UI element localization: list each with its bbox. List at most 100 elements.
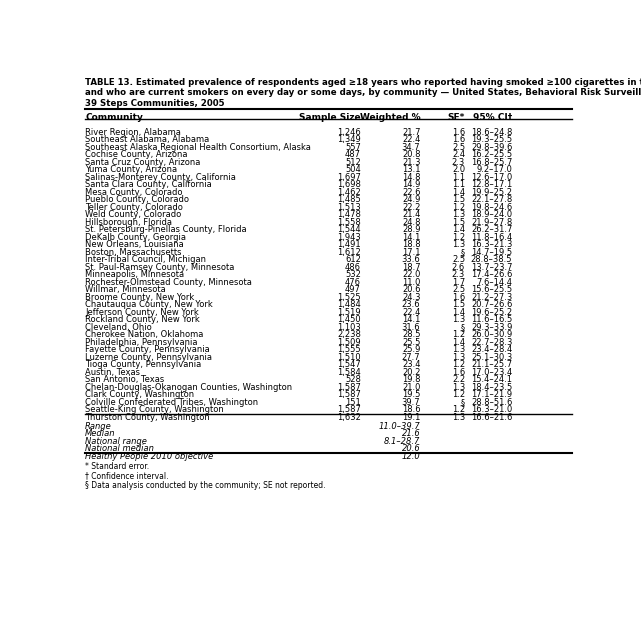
Text: 1.4: 1.4	[452, 187, 465, 197]
Text: 1,509: 1,509	[337, 338, 361, 347]
Text: 1.3: 1.3	[452, 383, 465, 392]
Text: 1,349: 1,349	[337, 135, 361, 144]
Text: 21.2–27.3: 21.2–27.3	[471, 292, 512, 302]
Text: 17.4–26.6: 17.4–26.6	[471, 270, 512, 279]
Text: 1.3: 1.3	[452, 315, 465, 324]
Text: 28.8–38.5: 28.8–38.5	[471, 255, 512, 264]
Text: 1.3: 1.3	[452, 353, 465, 362]
Text: 1.3: 1.3	[452, 345, 465, 354]
Text: 21.1–25.7: 21.1–25.7	[471, 360, 512, 369]
Text: 13.1: 13.1	[402, 165, 420, 174]
Text: §: §	[461, 398, 465, 407]
Text: 33.6: 33.6	[402, 255, 420, 264]
Text: Boston, Massachusetts: Boston, Massachusetts	[85, 248, 181, 257]
Text: 612: 612	[345, 255, 361, 264]
Text: Luzerne County, Pennsylvania: Luzerne County, Pennsylvania	[85, 353, 212, 362]
Text: 16.3–21.3: 16.3–21.3	[471, 240, 512, 249]
Text: 1.3: 1.3	[452, 210, 465, 219]
Text: 39.7: 39.7	[402, 398, 420, 407]
Text: 1.2: 1.2	[452, 203, 465, 211]
Text: 1.5: 1.5	[452, 195, 465, 204]
Text: 2,238: 2,238	[337, 330, 361, 339]
Text: §: §	[461, 248, 465, 257]
Text: 18.6: 18.6	[402, 405, 420, 415]
Text: 1.3: 1.3	[452, 413, 465, 422]
Text: 19.5: 19.5	[402, 390, 420, 399]
Text: 2.4: 2.4	[452, 150, 465, 159]
Text: 21.0: 21.0	[402, 383, 420, 392]
Text: 14.7–19.5: 14.7–19.5	[471, 248, 512, 257]
Text: 476: 476	[345, 277, 361, 287]
Text: Sample Size: Sample Size	[299, 113, 361, 122]
Text: Colville Confederated Tribes, Washington: Colville Confederated Tribes, Washington	[85, 398, 258, 407]
Text: 2.2: 2.2	[452, 376, 465, 384]
Text: † Confidence interval.: † Confidence interval.	[85, 472, 169, 481]
Text: 1,632: 1,632	[337, 413, 361, 422]
Text: 18.7: 18.7	[402, 263, 420, 272]
Text: 1.2: 1.2	[452, 233, 465, 242]
Text: 23.4–28.4: 23.4–28.4	[471, 345, 512, 354]
Text: 95% CI†: 95% CI†	[473, 113, 512, 122]
Text: Chautauqua County, New York: Chautauqua County, New York	[85, 300, 213, 309]
Text: 2.5: 2.5	[452, 143, 465, 152]
Text: 1,525: 1,525	[337, 292, 361, 302]
Text: National range: National range	[85, 437, 147, 446]
Text: 1.5: 1.5	[452, 218, 465, 226]
Text: 29.8–39.6: 29.8–39.6	[471, 143, 512, 152]
Text: 1,478: 1,478	[337, 210, 361, 219]
Text: 1,587: 1,587	[337, 390, 361, 399]
Text: Community: Community	[85, 113, 143, 122]
Text: San Antonio, Texas: San Antonio, Texas	[85, 376, 164, 384]
Text: 28.5: 28.5	[402, 330, 420, 339]
Text: 22.7–28.3: 22.7–28.3	[471, 338, 512, 347]
Text: Seattle-King County, Washington: Seattle-King County, Washington	[85, 405, 224, 415]
Text: Clark County, Washington: Clark County, Washington	[85, 390, 194, 399]
Text: 19.6–25.2: 19.6–25.2	[471, 308, 512, 317]
Text: 19.1: 19.1	[402, 413, 420, 422]
Text: 1,484: 1,484	[337, 300, 361, 309]
Text: St. Petersburg-Pinellas County, Florida: St. Petersburg-Pinellas County, Florida	[85, 225, 247, 234]
Text: 24.3: 24.3	[402, 292, 420, 302]
Text: 1.6: 1.6	[452, 135, 465, 144]
Text: 1.2: 1.2	[452, 390, 465, 399]
Text: 487: 487	[345, 150, 361, 159]
Text: SE*: SE*	[448, 113, 465, 122]
Text: 1.6: 1.6	[452, 128, 465, 136]
Text: 20.8: 20.8	[402, 150, 420, 159]
Text: 22.6: 22.6	[402, 187, 420, 197]
Text: Yuma County, Arizona: Yuma County, Arizona	[85, 165, 177, 174]
Text: Salinas-Monterey County, California: Salinas-Monterey County, California	[85, 172, 236, 182]
Text: 25.5: 25.5	[402, 338, 420, 347]
Text: 557: 557	[345, 143, 361, 152]
Text: St. Paul-Ramsey County, Minnesota: St. Paul-Ramsey County, Minnesota	[85, 263, 235, 272]
Text: 18.8: 18.8	[402, 240, 420, 249]
Text: 1,485: 1,485	[337, 195, 361, 204]
Text: 1.2: 1.2	[452, 360, 465, 369]
Text: 1,558: 1,558	[337, 218, 361, 226]
Text: Southeast Alabama, Alabama: Southeast Alabama, Alabama	[85, 135, 210, 144]
Text: Tioga County, Pennsylvania: Tioga County, Pennsylvania	[85, 360, 201, 369]
Text: 504: 504	[345, 165, 361, 174]
Text: 22.0: 22.0	[402, 270, 420, 279]
Text: 20.6: 20.6	[402, 285, 420, 294]
Text: 2.3: 2.3	[452, 158, 465, 167]
Text: 18.9–24.0: 18.9–24.0	[471, 210, 512, 219]
Text: 1.2: 1.2	[452, 405, 465, 415]
Text: 1.2: 1.2	[452, 330, 465, 339]
Text: Pueblo County, Colorado: Pueblo County, Colorado	[85, 195, 189, 204]
Text: 1.4: 1.4	[452, 225, 465, 234]
Text: 21.3: 21.3	[402, 158, 420, 167]
Text: 2.0: 2.0	[452, 165, 465, 174]
Text: 1.3: 1.3	[452, 240, 465, 249]
Text: 16.8–25.7: 16.8–25.7	[471, 158, 512, 167]
Text: 497: 497	[345, 285, 361, 294]
Text: 1,555: 1,555	[337, 345, 361, 354]
Text: National median: National median	[85, 444, 154, 454]
Text: 528: 528	[345, 376, 361, 384]
Text: Santa Cruz County, Arizona: Santa Cruz County, Arizona	[85, 158, 201, 167]
Text: 13.7–23.7: 13.7–23.7	[471, 263, 512, 272]
Text: 28.9: 28.9	[402, 225, 420, 234]
Text: New Orleans, Louisiana: New Orleans, Louisiana	[85, 240, 184, 249]
Text: 20.7–26.6: 20.7–26.6	[471, 300, 512, 309]
Text: 2.6: 2.6	[452, 263, 465, 272]
